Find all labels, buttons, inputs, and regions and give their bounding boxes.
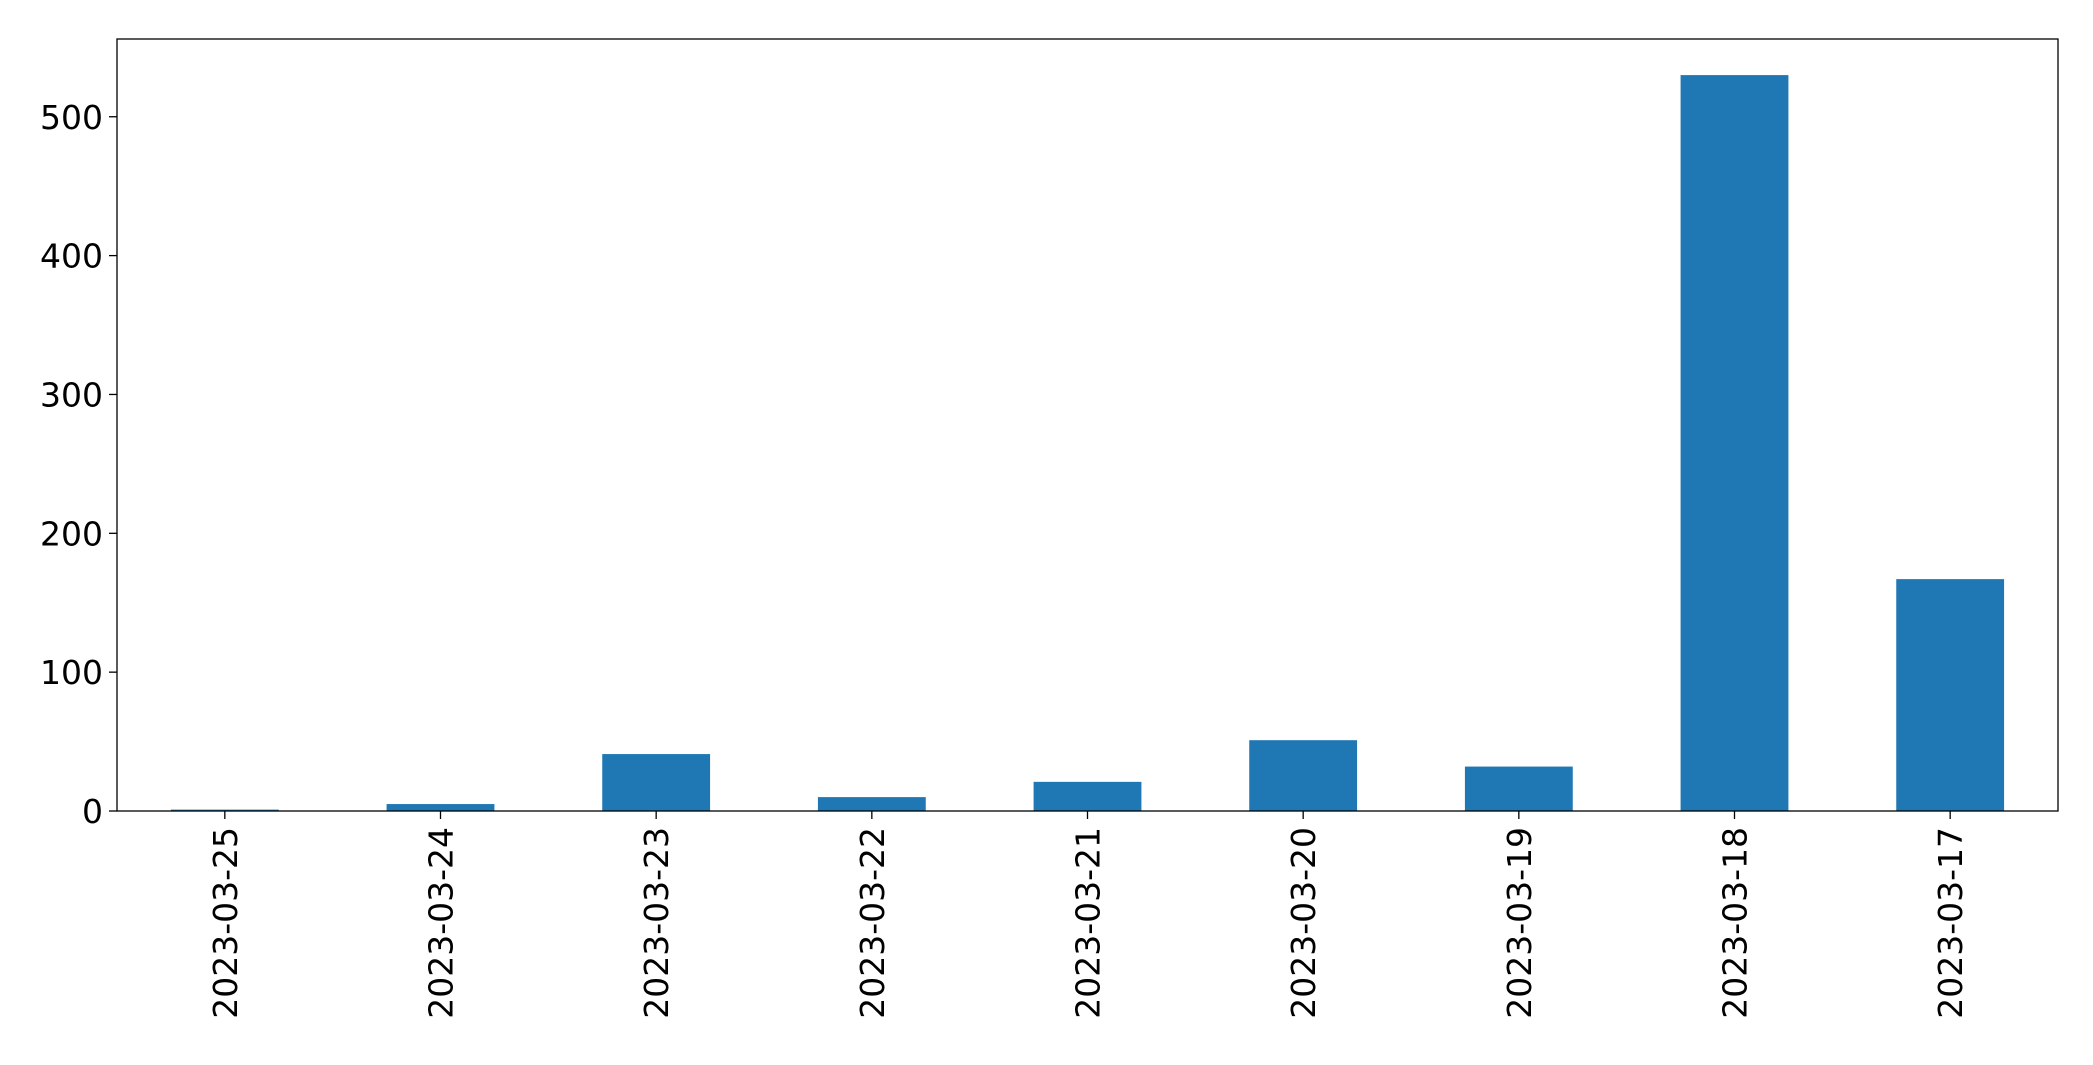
x-tick-label: 2023-03-19 bbox=[1500, 827, 1539, 1019]
y-tick-label: 200 bbox=[40, 514, 103, 553]
bar-2023-03-21 bbox=[1033, 781, 1142, 811]
bar-2023-03-19 bbox=[1464, 766, 1573, 811]
x-tick-label: 2023-03-20 bbox=[1284, 827, 1323, 1019]
x-tick-label: 2023-03-22 bbox=[853, 827, 892, 1019]
y-tick-label: 500 bbox=[40, 98, 103, 137]
x-tick-label: 2023-03-25 bbox=[206, 827, 245, 1019]
x-tick-label: 2023-03-23 bbox=[637, 827, 676, 1019]
y-tick-label: 0 bbox=[82, 792, 103, 831]
bar-2023-03-20 bbox=[1249, 740, 1358, 811]
y-tick-label: 400 bbox=[40, 237, 103, 276]
x-tick-label: 2023-03-21 bbox=[1069, 827, 1108, 1019]
bars-layer bbox=[170, 75, 2005, 812]
y-tick-label: 100 bbox=[40, 653, 103, 692]
y-tick-label: 300 bbox=[40, 375, 103, 414]
x-tick-label: 2023-03-24 bbox=[422, 827, 461, 1019]
bar-2023-03-23 bbox=[602, 754, 711, 811]
plot-frame bbox=[116, 38, 2059, 812]
x-tick-label: 2023-03-18 bbox=[1716, 827, 1755, 1019]
bar-2023-03-18 bbox=[1680, 75, 1789, 812]
x-tick-label: 2023-03-17 bbox=[1931, 827, 1970, 1019]
bar-2023-03-17 bbox=[1896, 579, 2005, 811]
bar-2023-03-25 bbox=[170, 809, 279, 811]
y-axis: 0 100 200 300 400 500 bbox=[40, 98, 117, 831]
bar-2023-03-24 bbox=[386, 804, 495, 811]
x-axis: 2023-03-25 2023-03-24 2023-03-23 2023-03-22… bbox=[206, 811, 1970, 1019]
bar-2023-03-22 bbox=[817, 797, 926, 811]
